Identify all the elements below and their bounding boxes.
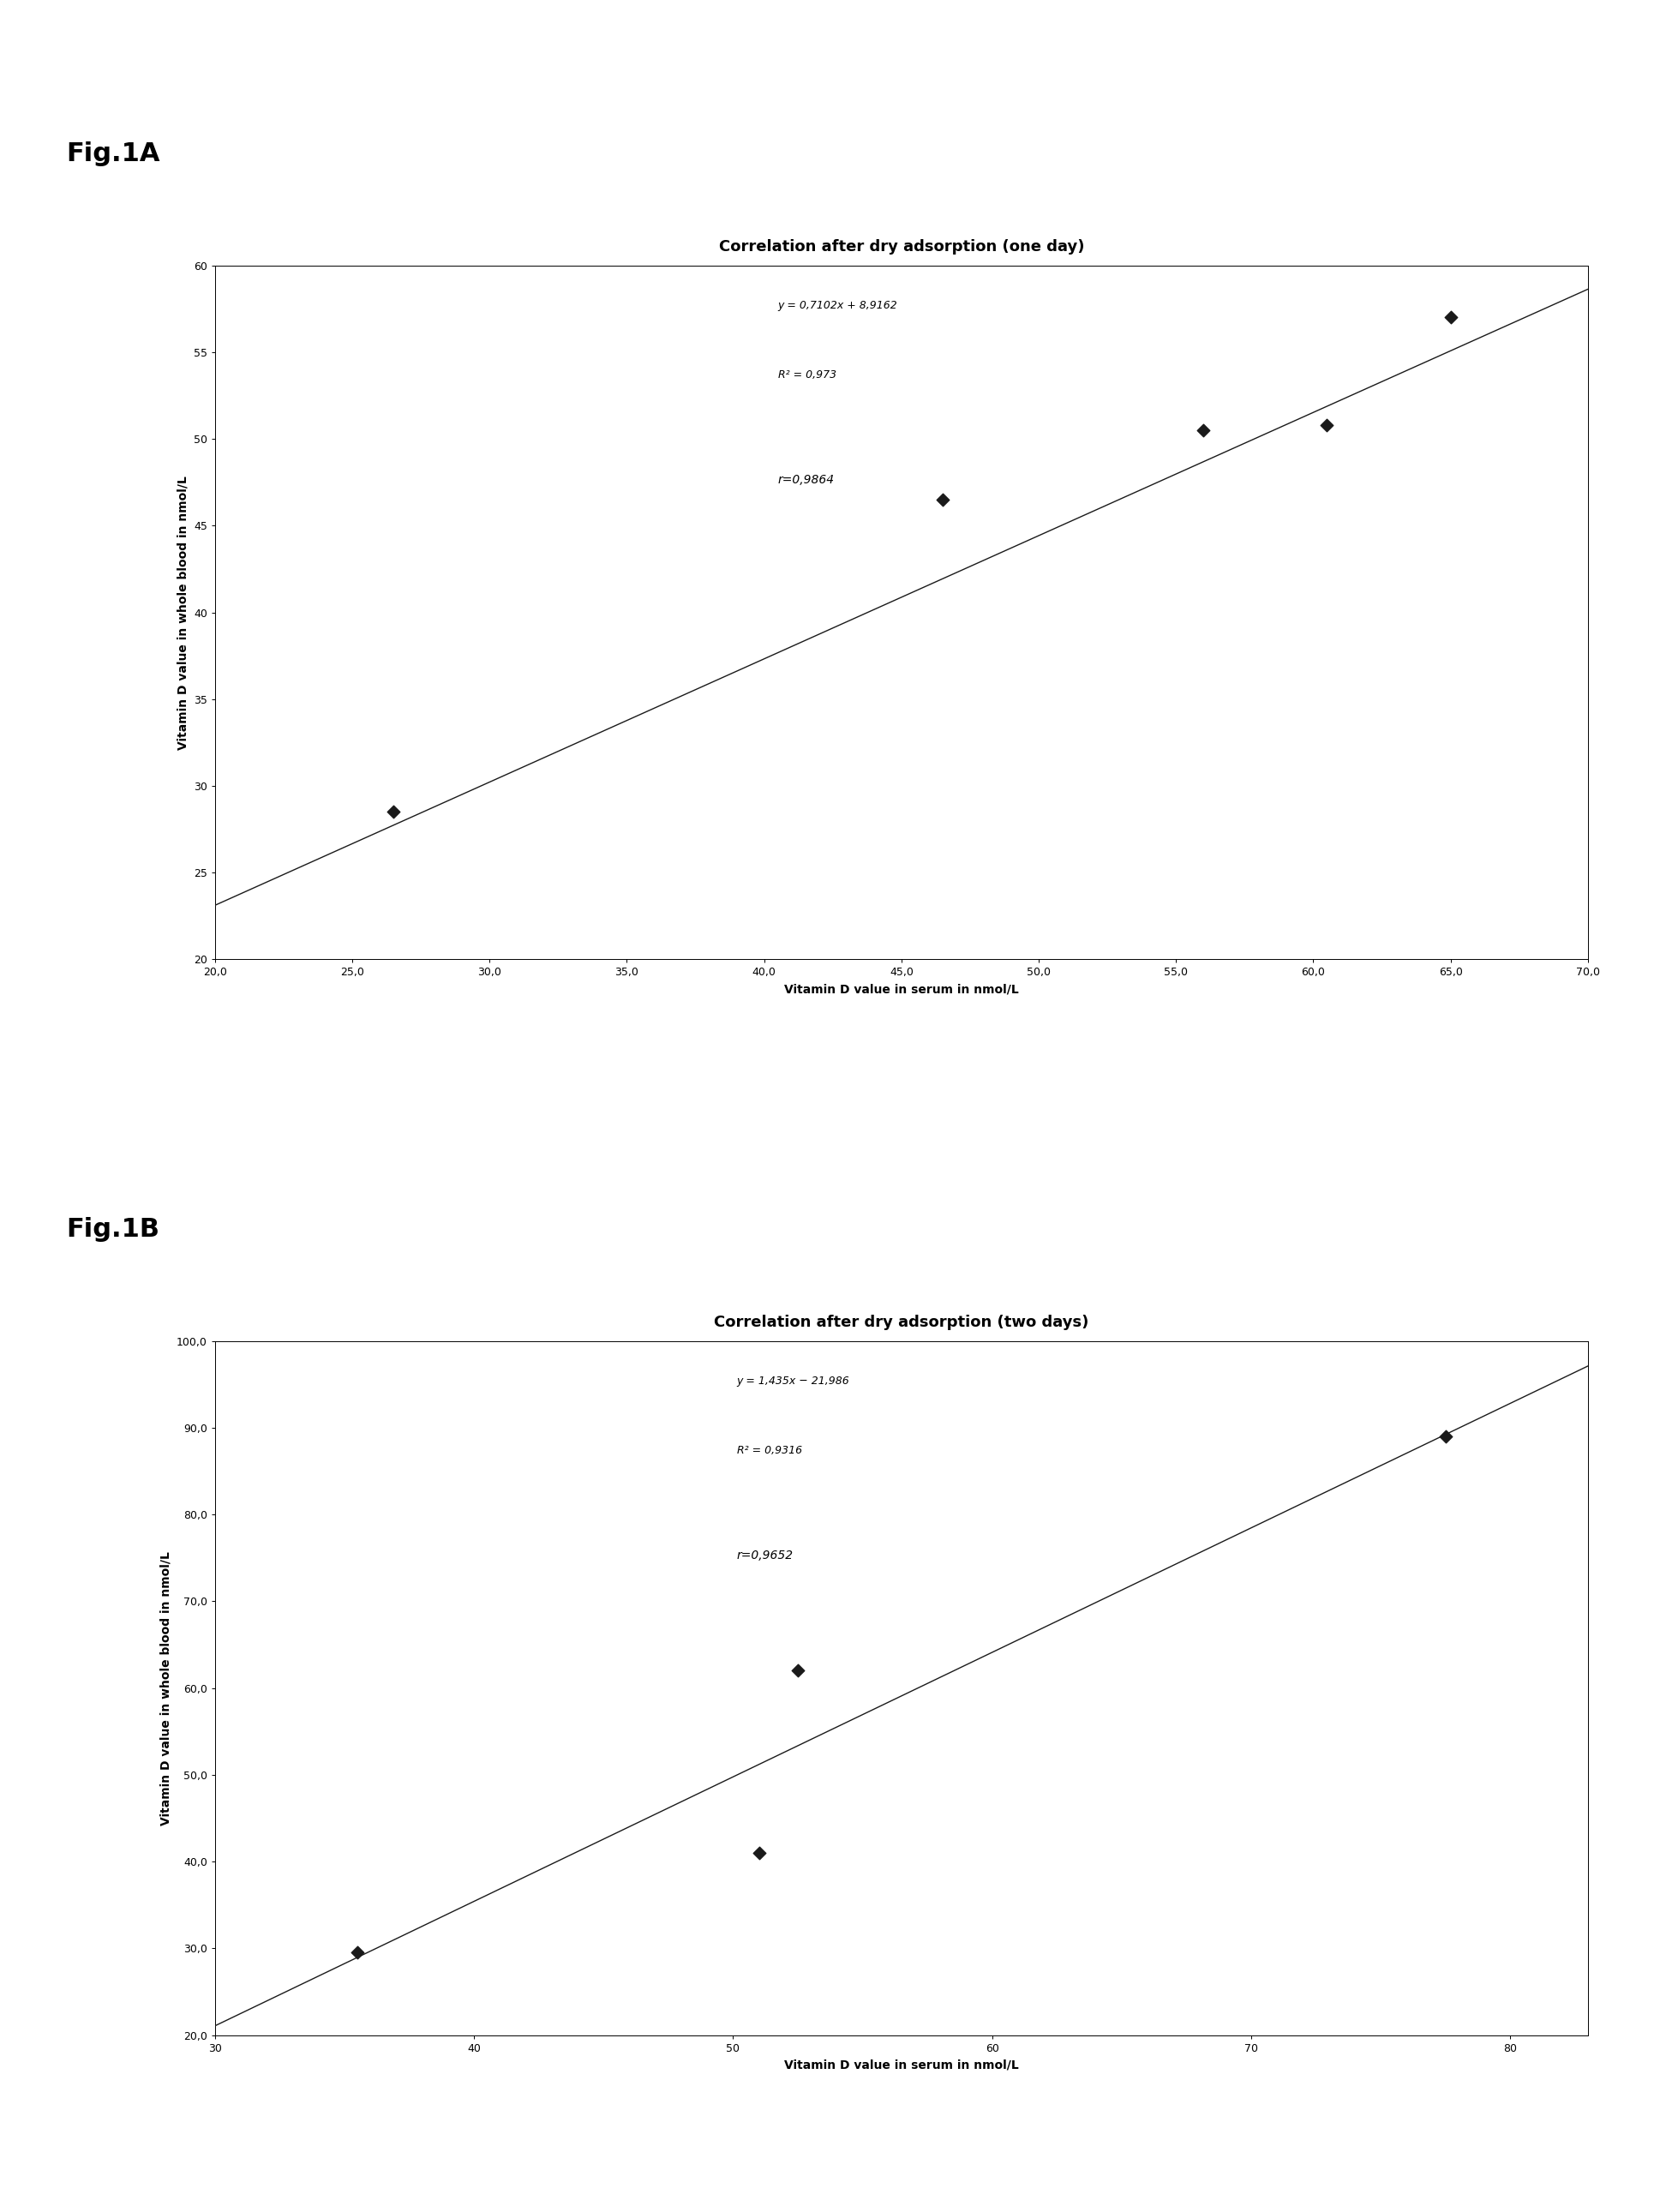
Text: Fig.1B: Fig.1B <box>66 1217 159 1241</box>
Point <box>344 1936 370 1971</box>
Point <box>1313 407 1340 442</box>
Text: Fig.1A: Fig.1A <box>66 142 160 166</box>
Point <box>746 1836 772 1871</box>
Point <box>380 794 407 830</box>
Point <box>930 482 956 518</box>
Text: y = 0,7102x + 8,9162: y = 0,7102x + 8,9162 <box>777 301 898 312</box>
Point <box>784 1652 810 1688</box>
Text: r=0,9864: r=0,9864 <box>777 473 835 487</box>
Title: Correlation after dry adsorption (two days): Correlation after dry adsorption (two da… <box>715 1314 1088 1329</box>
Text: R² = 0,973: R² = 0,973 <box>777 369 837 380</box>
Point <box>1437 301 1464 336</box>
Text: y = 1,435x − 21,986: y = 1,435x − 21,986 <box>736 1376 850 1387</box>
Title: Correlation after dry adsorption (one day): Correlation after dry adsorption (one da… <box>719 239 1083 254</box>
Text: R² = 0,9316: R² = 0,9316 <box>736 1444 802 1455</box>
Y-axis label: Vitamin D value in whole blood in nmol/L: Vitamin D value in whole blood in nmol/L <box>177 476 189 750</box>
X-axis label: Vitamin D value in serum in nmol/L: Vitamin D value in serum in nmol/L <box>784 982 1019 995</box>
Text: r=0,9652: r=0,9652 <box>736 1548 794 1562</box>
Y-axis label: Vitamin D value in whole blood in nmol/L: Vitamin D value in whole blood in nmol/L <box>160 1551 172 1825</box>
Point <box>1191 414 1217 449</box>
X-axis label: Vitamin D value in serum in nmol/L: Vitamin D value in serum in nmol/L <box>784 2059 1019 2070</box>
Point <box>1432 1418 1459 1453</box>
